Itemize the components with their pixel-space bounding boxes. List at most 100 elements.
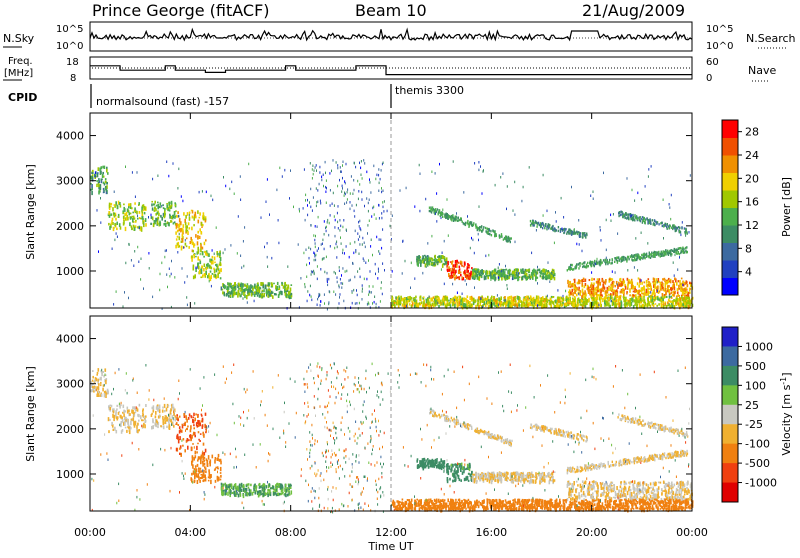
echo-cell [619,278,621,281]
echo-cell [248,483,250,486]
echo-cell [176,215,178,218]
echo-cell [327,272,328,275]
echo-cell [597,278,599,280]
echo-cell [596,292,598,296]
echo-cell [210,277,212,281]
echo-cell [586,302,588,305]
echo-cell [194,302,195,305]
echo-cell [629,298,631,302]
echo-cell [688,297,690,301]
echo-cell [451,262,453,265]
echo-cell [168,202,170,206]
echo-cell [237,252,238,255]
echo-cell [190,434,192,438]
echo-cell [187,212,189,216]
echo-cell [241,290,243,292]
echo-cell [602,280,604,282]
echo-cell [444,257,446,259]
echo-cell [119,405,121,409]
echo-cell [92,170,94,172]
echo-cell [239,295,241,297]
echo-cell [130,421,132,425]
echo-cell [582,250,583,253]
echo-cell [502,269,504,273]
echo-cell [355,302,356,305]
echo-cell [315,259,316,262]
echo-cell [662,299,664,302]
echo-cell [199,470,201,473]
echo-cell [481,272,483,274]
echo-cell [595,263,596,266]
echo-cell [315,246,316,249]
echo-cell [162,410,164,413]
echo-cell [454,304,456,308]
echo-cell [509,273,511,276]
echo-cell [126,212,128,216]
echo-cell [644,281,646,283]
echo-cell [164,214,166,217]
echo-cell [657,281,658,284]
echo-cell [354,210,355,213]
echo-cell [481,231,482,233]
echo-cell [121,430,123,434]
echo-cell [124,423,126,426]
echo-cell [518,303,520,307]
echo-cell [238,290,240,294]
echo-cell [646,289,648,293]
echo-cell [319,171,320,174]
echo-cell [202,461,204,464]
echo-cell [316,169,317,172]
echo-cell [438,298,440,302]
echo-cell [650,253,651,255]
echo-cell [188,439,190,441]
echo-cell [637,256,638,258]
echo-cell [425,257,427,261]
echo-cell [337,276,338,279]
echo-cell [259,290,261,293]
echo-cell [269,484,271,487]
echo-cell [233,286,235,288]
echo-cell [648,291,650,294]
echo-cell [319,294,320,297]
echo-cell [217,476,219,480]
echo-cell [530,276,532,278]
echo-cell [170,205,172,208]
echo-cell [97,393,99,397]
echo-cell [535,270,537,272]
echo-cell [126,217,128,221]
echo-cell [381,187,382,190]
echo-cell [362,198,363,201]
echo-cell [171,216,173,219]
echo-cell [359,268,360,271]
echo-cell [193,254,195,258]
echo-cell [117,416,119,419]
echo-cell [637,269,638,272]
echo-cell [313,196,314,199]
echo-cell [175,231,177,234]
echo-cell [278,219,279,222]
echo-cell [536,225,537,227]
echo-cell [194,480,196,484]
echo-cell [140,278,141,281]
echo-cell [534,224,535,226]
echo-cell [639,216,640,218]
echo-cell [98,250,99,253]
echo-cell [287,494,289,497]
echo-cell [463,303,465,307]
echo-cell [676,249,677,251]
echo-cell [611,297,613,299]
echo-cell [662,225,663,227]
echo-cell [285,292,287,296]
echo-cell [145,415,147,417]
echo-cell [444,263,446,265]
echo-cell [611,290,613,292]
echo-cell [591,278,593,281]
echo-cell [629,288,631,293]
echo-cell [650,257,651,259]
echo-cell [360,227,361,230]
echo-cell [335,219,336,222]
echo-cell [240,255,241,258]
echo-cell [434,262,436,266]
echo-cell [623,299,625,302]
echo-cell [205,218,207,220]
